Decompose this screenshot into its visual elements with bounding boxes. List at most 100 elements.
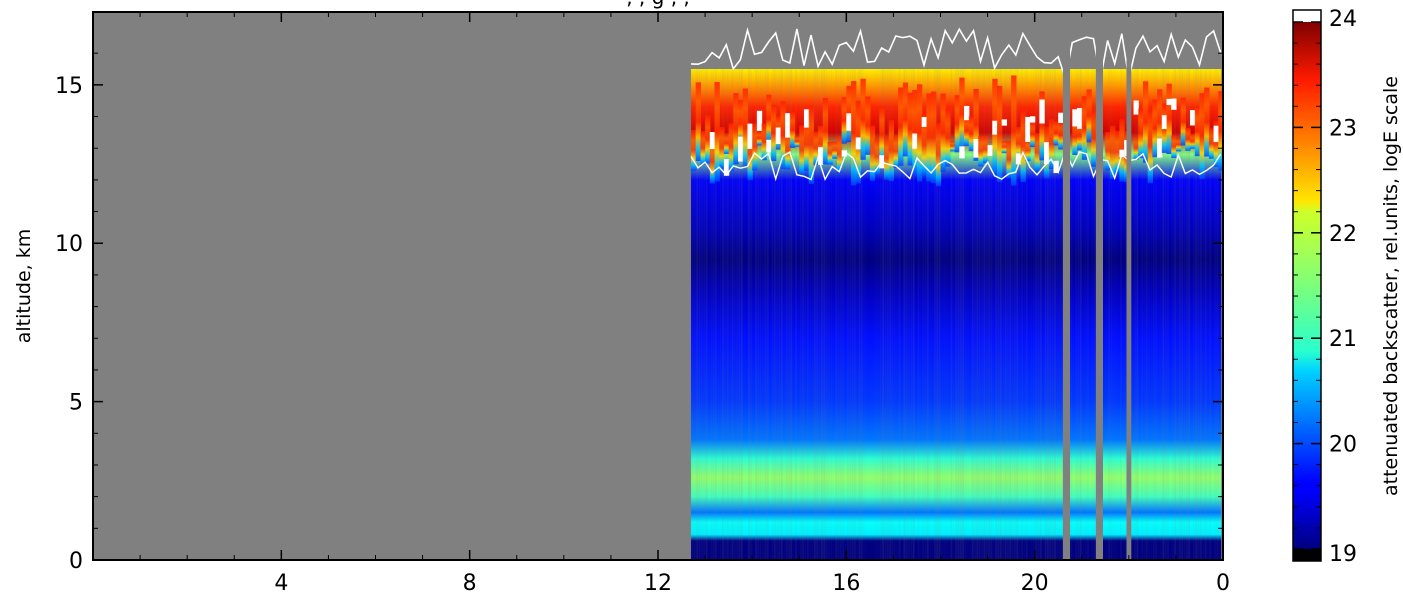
- data-column: [935, 69, 939, 560]
- saturated-pixels: [1015, 153, 1022, 165]
- data-column: [891, 69, 895, 560]
- data-column: [763, 69, 767, 560]
- saturated-pixels: [1213, 125, 1219, 143]
- data-column: [942, 69, 946, 560]
- data-column: [924, 69, 927, 560]
- data-column: [1157, 69, 1161, 560]
- saturated-pixels: [1039, 99, 1045, 124]
- data-column: [1046, 69, 1050, 560]
- colorbar-tick-label: 24: [1329, 7, 1357, 32]
- data-column: [933, 69, 937, 560]
- saturated-pixels: [803, 109, 810, 128]
- data-column: [980, 69, 984, 560]
- data-column: [1015, 69, 1019, 560]
- data-column: [1105, 69, 1109, 560]
- data-column: [1173, 69, 1177, 560]
- data-column: [888, 69, 892, 560]
- saturated-pixels: [709, 131, 716, 150]
- data-column: [1140, 69, 1144, 560]
- data-column: [700, 69, 704, 560]
- data-column: [745, 69, 749, 560]
- data-column: [740, 69, 744, 560]
- data-column: [1194, 69, 1198, 560]
- data-column: [754, 69, 758, 560]
- cloud-column: [978, 135, 984, 167]
- cloud-column: [1091, 110, 1097, 167]
- data-column: [867, 69, 871, 560]
- saturated-pixels: [1190, 110, 1196, 126]
- cloud-column: [893, 135, 899, 168]
- saturated-pixels: [1044, 142, 1050, 165]
- cloud-column: [1138, 108, 1144, 159]
- cloud-column: [879, 106, 885, 163]
- data-column: [803, 69, 807, 560]
- data-column: [1088, 69, 1092, 560]
- data-column: [902, 69, 906, 560]
- data-column: [1147, 69, 1151, 560]
- y-tick-label: 0: [69, 549, 83, 574]
- data-column: [1086, 69, 1090, 560]
- colorbar-label: attenuated backscatter, rel.units, logE …: [1380, 76, 1402, 496]
- y-tick-label: 15: [55, 74, 83, 99]
- data-column: [893, 69, 897, 560]
- data-column: [1159, 69, 1163, 560]
- saturated-pixels: [959, 146, 965, 159]
- cloud-column: [827, 141, 833, 165]
- cloud-column: [1147, 109, 1153, 184]
- saturated-pixels: [723, 159, 730, 176]
- y-tick-label: 5: [69, 391, 83, 416]
- data-column: [834, 69, 838, 560]
- data-column: [1051, 69, 1055, 560]
- cloud-column: [1058, 120, 1064, 150]
- data-column: [1077, 69, 1080, 560]
- data-column: [876, 69, 880, 560]
- saturated-pixels: [1161, 115, 1168, 130]
- data-column: [1004, 69, 1008, 560]
- cloud-column: [780, 101, 786, 170]
- cloud-column: [1157, 89, 1163, 155]
- data-column: [768, 69, 772, 560]
- colorbar-gradient: [1293, 22, 1321, 549]
- data-column: [705, 69, 709, 560]
- saturated-pixels: [973, 139, 979, 158]
- cloud-column: [851, 81, 857, 186]
- data-column: [1008, 69, 1012, 560]
- data-column: [862, 69, 866, 560]
- data-column: [712, 69, 716, 560]
- cloud-column: [761, 123, 767, 161]
- cloud-column: [818, 125, 824, 164]
- data-column: [761, 69, 765, 560]
- cloud-column: [1133, 136, 1139, 160]
- data-column: [884, 69, 887, 560]
- data-column: [806, 69, 810, 560]
- data-column: [752, 69, 756, 560]
- cloud-column: [771, 104, 777, 162]
- cloud-column: [945, 108, 951, 167]
- cloud-column: [1194, 106, 1201, 157]
- data-column: [794, 69, 798, 560]
- data-column: [1032, 69, 1036, 560]
- data-column: [756, 69, 760, 560]
- data-column: [1138, 69, 1142, 560]
- data-column: [1060, 69, 1064, 560]
- data-column: [928, 69, 932, 560]
- data-column: [1213, 69, 1217, 560]
- data-column: [1164, 69, 1168, 560]
- data-column: [759, 69, 763, 560]
- data-column: [820, 69, 824, 560]
- data-column: [728, 69, 732, 560]
- data-column: [997, 69, 1000, 560]
- saturated-pixels: [1133, 100, 1139, 115]
- cloud-column: [832, 141, 838, 159]
- saturated-pixels: [1166, 98, 1172, 105]
- data-column: [907, 69, 911, 560]
- cloud-column: [1072, 118, 1078, 156]
- data-column: [1182, 69, 1186, 560]
- saturated-pixels: [921, 116, 927, 127]
- data-column: [1034, 69, 1038, 560]
- cloud-column: [968, 116, 975, 152]
- data-column: [1208, 69, 1212, 560]
- cloud-column: [907, 92, 913, 166]
- data-column: [914, 69, 918, 560]
- data-column: [1072, 69, 1076, 560]
